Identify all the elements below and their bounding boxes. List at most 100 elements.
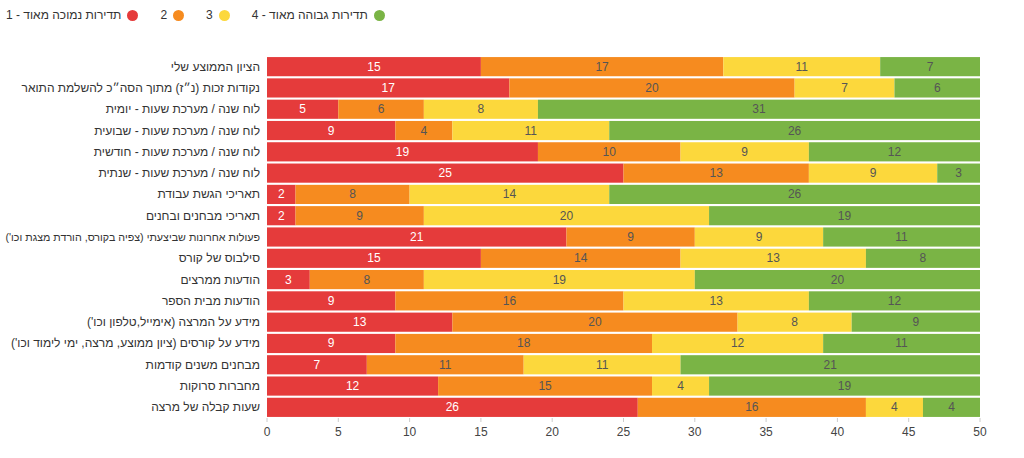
- data-label: 16: [745, 400, 759, 414]
- data-label: 15: [367, 60, 381, 74]
- tick-mark: [980, 418, 981, 422]
- bar-segment: [424, 100, 538, 119]
- bar-segment: [395, 121, 452, 140]
- category-label: פעולות אחרונות שביצעתי (צפיה בקורס, הורד…: [5, 231, 260, 243]
- data-label: 16: [503, 294, 517, 308]
- bar-segment: [267, 376, 438, 395]
- bar-segment: [267, 121, 395, 140]
- data-label: 31: [752, 102, 766, 116]
- legend-swatch: [173, 10, 184, 21]
- bar-segment: [267, 100, 338, 119]
- bar-segment: [452, 121, 609, 140]
- bar-segment: [709, 376, 980, 395]
- data-label: 13: [353, 315, 367, 329]
- bar-segment: [267, 78, 509, 97]
- bar-segment: [452, 313, 737, 332]
- bar-segment: [566, 227, 694, 246]
- legend-swatch: [219, 10, 230, 21]
- bar-segment: [681, 355, 980, 374]
- bar-segment: [609, 185, 980, 204]
- data-label: 4: [891, 400, 898, 414]
- tick-mark: [908, 418, 909, 422]
- bars: [267, 57, 980, 417]
- data-label: 12: [888, 294, 902, 308]
- bar-segment: [923, 398, 980, 417]
- data-label: 26: [788, 124, 802, 138]
- data-label: 20: [588, 315, 602, 329]
- bar-segment: [481, 249, 681, 268]
- bar-segment: [894, 78, 980, 97]
- bar-segment: [681, 142, 809, 161]
- bar-segment: [809, 164, 937, 183]
- data-label: 8: [349, 187, 356, 201]
- chart: 1517117172076568319411261910912251393281…: [0, 0, 1024, 458]
- data-label: 26: [788, 187, 802, 201]
- bar-segment: [738, 313, 852, 332]
- data-label: 15: [367, 251, 381, 265]
- tick-mark: [409, 418, 410, 422]
- bar-segment: [538, 100, 980, 119]
- data-label: 19: [553, 273, 567, 287]
- data-label: 20: [831, 273, 845, 287]
- data-label: 13: [710, 166, 724, 180]
- data-label: 7: [927, 60, 934, 74]
- data-label: 11: [596, 358, 609, 372]
- legend-label: 3: [206, 8, 213, 22]
- bar-segment: [695, 227, 823, 246]
- data-label: 12: [731, 336, 745, 350]
- bar-segment: [395, 334, 652, 353]
- tick-label: 45: [902, 425, 916, 439]
- data-label: 2: [278, 209, 285, 223]
- data-labels: 1517117172076568319411261910912251393281…: [278, 60, 962, 415]
- bar-segment: [267, 227, 566, 246]
- legend-label: תדירות נמוכה מאוד - 1: [6, 8, 121, 22]
- bar-segment: [310, 270, 424, 289]
- data-label: 18: [517, 336, 531, 350]
- data-label: 9: [627, 230, 634, 244]
- data-label: 4: [677, 379, 684, 393]
- bar-segment: [937, 164, 980, 183]
- data-label: 12: [346, 379, 360, 393]
- tick-mark: [766, 418, 767, 422]
- category-label: תאריכי הגשת עבודת: [157, 187, 260, 201]
- category-label: תאריכי מבחנים ובחנים: [146, 209, 260, 223]
- bar-segment: [509, 78, 794, 97]
- bar-segment: [866, 249, 980, 268]
- bar-segment: [481, 57, 723, 76]
- data-label: 2: [278, 187, 285, 201]
- data-label: 9: [870, 166, 877, 180]
- data-label: 4: [948, 400, 955, 414]
- data-label: 14: [503, 187, 517, 201]
- bar-segment: [638, 398, 866, 417]
- category-label: שעות קבלה של מרצה: [151, 400, 260, 414]
- bar-segment: [267, 164, 624, 183]
- data-label: 9: [356, 209, 363, 223]
- category-label: הודעות ממרצים: [180, 273, 260, 287]
- bar-segment: [538, 142, 681, 161]
- bar-segment: [723, 57, 880, 76]
- tick-label: 0: [264, 425, 271, 439]
- data-label: 5: [299, 102, 306, 116]
- data-label: 13: [767, 251, 781, 265]
- tick-label: 50: [973, 425, 987, 439]
- bar-segment: [709, 206, 980, 225]
- data-label: 13: [710, 294, 724, 308]
- bar-segment: [267, 206, 296, 225]
- category-label: לוח שנה / מערכת שעות - שנתית: [98, 166, 260, 180]
- data-label: 19: [396, 145, 410, 159]
- bar-segment: [267, 291, 395, 310]
- bar-segment: [852, 313, 980, 332]
- tick-mark: [480, 418, 481, 422]
- category-label: לוח שנה / מערכת שעות - יומית: [106, 102, 260, 116]
- tick-label: 25: [617, 425, 631, 439]
- data-label: 19: [838, 209, 852, 223]
- category-label: נקודות זכות (נ״ז) מתוך הסה״כ להשלמת התוא…: [22, 81, 260, 95]
- data-label: 8: [920, 251, 927, 265]
- legend-swatch: [127, 10, 138, 21]
- bar-segment: [267, 270, 310, 289]
- data-label: 11: [895, 336, 908, 350]
- data-label: 6: [378, 102, 385, 116]
- category-label: לוח שנה / מערכת שעות - שבועית: [94, 124, 260, 138]
- bar-segment: [809, 291, 980, 310]
- data-label: 3: [285, 273, 292, 287]
